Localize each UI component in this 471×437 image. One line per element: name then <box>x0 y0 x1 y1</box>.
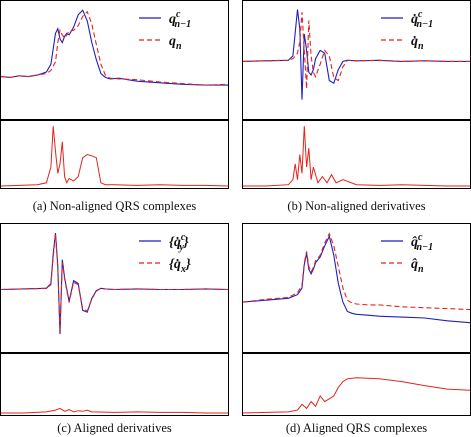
error-trace <box>0 126 229 187</box>
legend-entry-2: {q̇x} <box>139 257 191 275</box>
panel-d: q̂c n−1 q̂n (d) Aligned QRS complexes <box>242 223 471 435</box>
series-line-current <box>0 234 229 332</box>
legend-label: qn <box>169 34 182 52</box>
series-line-reference <box>242 9 470 100</box>
panel-caption: (a) Non-aligned QRS complexes <box>33 199 197 213</box>
legend-label: qc n−1 <box>169 9 191 30</box>
legend-entry-1: {q̇c y} <box>139 232 189 253</box>
bottom-axes-frame <box>242 353 471 416</box>
legend-label: q̂c n−1 <box>411 232 433 253</box>
legend-label: {q̇c y} <box>169 232 189 253</box>
bottom-axes-frame <box>0 353 229 416</box>
series-line-current <box>242 12 470 89</box>
legend-label: {q̇x} <box>169 257 191 275</box>
legend-label: q̇c n−1 <box>411 9 433 30</box>
error-trace <box>1 407 228 414</box>
panel-b: q̇c n−1 q̇n (b) Non-aligned derivatives <box>242 0 471 213</box>
panel-c: {q̇c y} {q̇x} (c) Aligned derivatives <box>0 223 229 435</box>
panel-a: qc n−1 qn (a) Non-aligned QRS complexes <box>0 0 229 213</box>
panel-caption: (b) Non-aligned derivatives <box>287 199 425 213</box>
top-axes-frame <box>0 0 229 120</box>
top-axes-frame <box>242 0 471 120</box>
legend-entry-2: q̂n <box>381 257 424 275</box>
series-line-reference <box>0 232 229 335</box>
top-axes-frame <box>0 223 229 353</box>
legend-entry-1: q̂c n−1 <box>381 232 433 253</box>
legend-entry-2: qn <box>139 34 182 52</box>
panel-caption: (d) Aligned QRS complexes <box>286 421 427 435</box>
series-line-reference <box>242 234 471 324</box>
legend-entry-2: q̇n <box>381 34 424 52</box>
panel-caption: (c) Aligned derivatives <box>57 421 172 435</box>
bottom-axes-frame <box>0 120 229 189</box>
series-line-reference <box>0 9 228 86</box>
top-axes-frame <box>242 223 471 353</box>
series-line-current <box>0 10 229 86</box>
error-trace <box>243 126 470 187</box>
series-line-current <box>242 232 471 311</box>
legend-label: q̇n <box>411 34 424 52</box>
legend-entry-1: q̇c n−1 <box>381 9 433 30</box>
error-trace <box>242 377 471 414</box>
legend-label: q̂n <box>411 257 424 275</box>
bottom-axes-frame <box>242 120 471 189</box>
legend-entry-1: qc n−1 <box>139 9 191 30</box>
